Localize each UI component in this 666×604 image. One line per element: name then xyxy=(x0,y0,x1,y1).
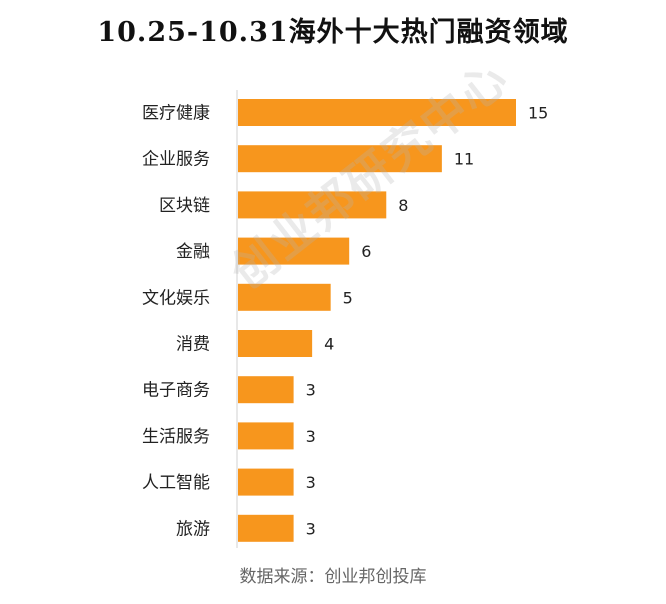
category-label: 旅游 xyxy=(176,519,210,539)
value-label: 8 xyxy=(398,196,408,215)
bar xyxy=(238,191,387,219)
category-label: 人工智能 xyxy=(142,473,210,493)
bar xyxy=(238,468,294,496)
value-label: 4 xyxy=(324,335,334,354)
value-label: 3 xyxy=(306,473,316,492)
category-label: 金融 xyxy=(176,242,210,262)
value-label: 6 xyxy=(361,242,371,261)
value-label: 5 xyxy=(343,288,353,307)
bar xyxy=(238,237,350,265)
category-label: 企业服务 xyxy=(142,150,210,170)
bar xyxy=(238,514,294,542)
value-label: 15 xyxy=(528,104,548,123)
value-label: 3 xyxy=(306,427,316,446)
value-label: 11 xyxy=(454,150,474,169)
category-label: 区块链 xyxy=(159,196,210,216)
category-label: 文化娱乐 xyxy=(142,288,210,308)
bar xyxy=(238,145,442,173)
bar xyxy=(238,330,313,357)
bar xyxy=(238,99,516,126)
bar xyxy=(238,376,294,404)
category-label: 生活服务 xyxy=(142,427,210,447)
chart-title: 10.25-10.31海外十大热门融资领域 xyxy=(97,17,569,48)
category-label: 医疗健康 xyxy=(142,104,210,124)
source-note: 数据来源：创业邦创投库 xyxy=(239,567,427,587)
category-label: 电子商务 xyxy=(142,381,210,401)
category-label: 消费 xyxy=(176,335,210,355)
value-label: 3 xyxy=(306,519,316,538)
value-label: 3 xyxy=(306,381,316,400)
bar xyxy=(238,283,331,311)
bar xyxy=(238,422,294,450)
